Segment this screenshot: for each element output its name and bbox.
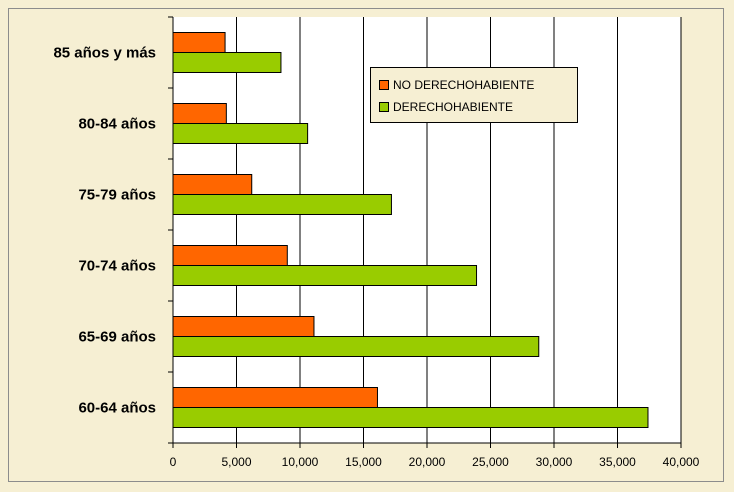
category-label: 60-64 años — [78, 400, 156, 417]
legend-label-no-derechohabiente: NO DERECHOHABIENTE — [393, 78, 535, 92]
bar-chart: 0 5,000 10,000 15,000 20,000 25,000 30,000 35,0… — [53, 16, 700, 469]
x-tick-label: 0 — [170, 455, 177, 469]
x-tick-label: 15,000 — [345, 455, 382, 469]
x-tick-label: 30,000 — [536, 455, 573, 469]
bar-no-derechohabiente — [172, 245, 288, 266]
x-tick-label: 10,000 — [282, 455, 319, 469]
category-label: 80-84 años — [78, 116, 156, 133]
x-tick-label: 35,000 — [599, 455, 636, 469]
category-label: 85 años y más — [53, 45, 156, 62]
bar-derechohabiente — [172, 52, 282, 73]
legend-swatch-derechohabiente — [379, 102, 389, 112]
bar-derechohabiente — [172, 194, 392, 215]
chart-frame: 0 5,000 10,000 15,000 20,000 25,000 30,000 35,0… — [8, 8, 724, 482]
legend-item-no-derechohabiente: NO DERECHOHABIENTE — [379, 74, 577, 96]
legend: NO DERECHOHABIENTE DERECHOHABIENTE — [370, 67, 578, 123]
bar-no-derechohabiente — [172, 103, 227, 124]
bar-derechohabiente — [172, 123, 309, 144]
x-tick-label: 40,000 — [663, 455, 700, 469]
category-label: 65-69 años — [78, 329, 156, 346]
legend-item-derechohabiente: DERECHOHABIENTE — [379, 96, 577, 118]
x-tick-label: 5,000 — [221, 455, 251, 469]
x-tick-label: 25,000 — [472, 455, 509, 469]
legend-label-derechohabiente: DERECHOHABIENTE — [393, 100, 514, 114]
bar-derechohabiente — [172, 336, 540, 357]
category-label: 70-74 años — [78, 258, 156, 275]
bar-no-derechohabiente — [172, 387, 378, 408]
bar-no-derechohabiente — [172, 316, 315, 337]
legend-swatch-no-derechohabiente — [379, 80, 389, 90]
bar-derechohabiente — [172, 265, 478, 286]
bar-no-derechohabiente — [172, 32, 226, 53]
category-label: 75-79 años — [78, 187, 156, 204]
bar-no-derechohabiente — [172, 174, 253, 195]
x-tick-label: 20,000 — [409, 455, 446, 469]
bar-derechohabiente — [172, 407, 649, 428]
